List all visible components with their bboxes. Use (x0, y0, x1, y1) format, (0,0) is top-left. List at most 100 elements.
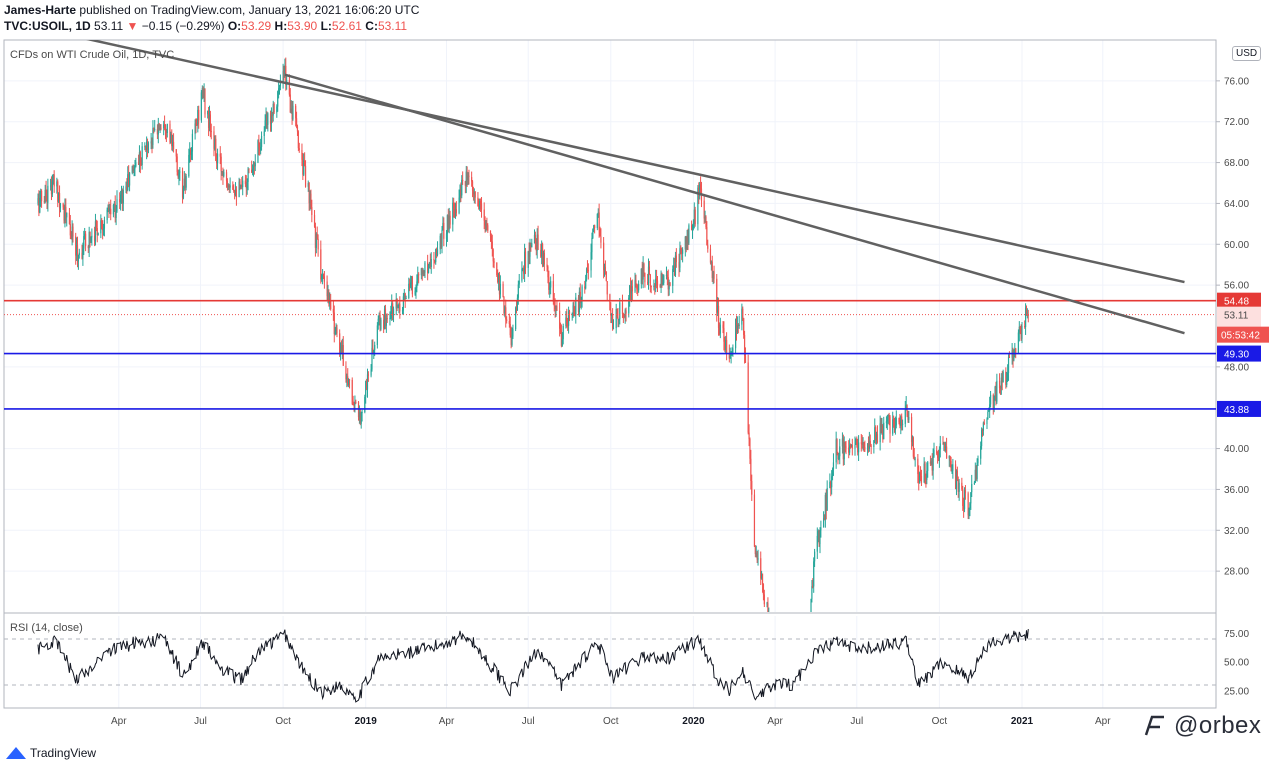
candle-body (680, 248, 682, 250)
candle-body (194, 123, 196, 134)
candle-body (474, 191, 476, 198)
candle-body (942, 443, 944, 445)
candle-body (1015, 348, 1017, 353)
y-tick-label: 32.00 (1224, 526, 1249, 537)
candle-body (360, 412, 362, 424)
candle-body (647, 266, 650, 284)
candle-body (995, 386, 997, 402)
candle-body (810, 598, 812, 612)
candle-body (792, 733, 793, 740)
candle-body (327, 292, 329, 297)
candle-body (358, 412, 361, 418)
candle-body (43, 201, 45, 203)
candle-body (433, 259, 435, 261)
candle-body (1002, 371, 1004, 383)
candle-body (417, 274, 419, 282)
candle-body (204, 89, 206, 115)
candle-body (974, 469, 976, 483)
candle-body (854, 444, 856, 449)
candle-body (40, 190, 43, 202)
candle-body (190, 151, 193, 155)
level-price-label: 54.48 (1224, 297, 1249, 308)
candle-body (339, 333, 341, 354)
candle-body (345, 365, 347, 380)
candle-body (667, 277, 669, 290)
candle-body (1013, 357, 1015, 360)
candle-body (229, 185, 231, 188)
candle-body (743, 318, 745, 335)
candle-body (93, 235, 96, 242)
candle-body (487, 225, 489, 231)
candle-body (530, 245, 532, 248)
candle-body (549, 287, 551, 290)
candle-body (170, 134, 172, 143)
candle-body (499, 283, 501, 295)
candle-body (392, 303, 394, 314)
candle-body (82, 248, 84, 259)
candle-body (492, 249, 494, 262)
trendline (284, 73, 1185, 335)
candle-body (798, 689, 799, 706)
candle-body (278, 86, 281, 89)
candle-body (379, 314, 381, 330)
candle-body (188, 154, 190, 177)
candle-body (937, 453, 939, 458)
candle-body (747, 362, 749, 433)
candle-body (820, 527, 822, 531)
candle-body (81, 252, 83, 259)
candle-body (253, 165, 255, 167)
candle-body (776, 656, 777, 670)
x-tick-label: 2020 (682, 716, 705, 727)
candle-body (836, 439, 838, 454)
candle-body (352, 403, 354, 405)
candle-body (51, 181, 53, 195)
candle-body (480, 201, 482, 204)
candle-body (429, 262, 431, 268)
candle-body (178, 172, 180, 177)
candle-body (517, 284, 519, 298)
candle-body (773, 629, 774, 646)
candle-body (637, 289, 639, 291)
candle-body (845, 446, 847, 448)
candle-body (887, 414, 889, 417)
candle-body (46, 196, 48, 203)
orbex-watermark: @orbex (1142, 712, 1261, 740)
candle-body (411, 276, 413, 295)
candle-body (565, 317, 567, 326)
y-tick-label: 60.00 (1224, 240, 1249, 251)
candle-body (736, 324, 738, 333)
candle-body (1008, 356, 1011, 358)
tradingview-brand[interactable]: TradingView (6, 746, 96, 760)
candle-body (202, 88, 204, 99)
candle-body (447, 215, 449, 230)
candle-body (719, 324, 721, 334)
candle-body (53, 174, 55, 187)
candle-body (751, 480, 753, 495)
candle-body (808, 623, 809, 627)
candle-body (860, 442, 862, 444)
last-price: 53.11 (94, 19, 124, 33)
candle-body (175, 149, 177, 157)
candle-body (949, 455, 951, 462)
candle-body (203, 89, 205, 99)
candle-body (339, 346, 342, 354)
candle-body (760, 558, 762, 579)
candle-body (322, 275, 325, 277)
candle-body (962, 489, 964, 507)
candle-body (792, 720, 793, 740)
candle-body (967, 493, 969, 516)
candle-body (330, 300, 332, 310)
symbol-label: TVC:USOIL, 1D (4, 19, 91, 33)
candle-body (108, 207, 110, 211)
candle-body (291, 108, 293, 119)
candle-body (666, 274, 668, 278)
candle-body (209, 114, 211, 132)
candle-body (200, 92, 203, 121)
currency-button[interactable]: USD (1232, 46, 1262, 61)
candle-body (347, 376, 349, 385)
candle-body (264, 120, 266, 132)
candle-body (973, 482, 976, 485)
candle-body (655, 278, 658, 281)
candle-body (725, 339, 727, 350)
